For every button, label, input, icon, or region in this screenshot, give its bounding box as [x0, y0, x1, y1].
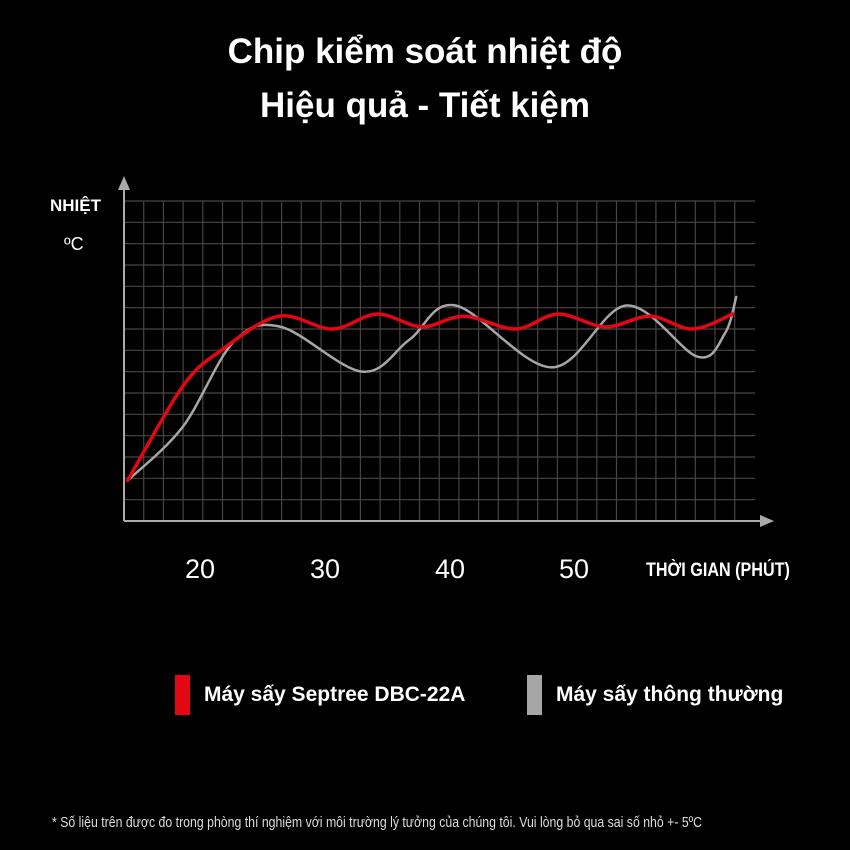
series-line-septree	[125, 312, 735, 483]
grid	[124, 200, 755, 521]
legend-item-septree: Máy sấy Septree DBC-22A	[175, 675, 465, 715]
y-axis-label: NHIỆT	[50, 196, 101, 215]
title-line-1: Chip kiểm soát nhiệt độ	[227, 32, 623, 71]
y-axis-unit: ºC	[64, 234, 84, 254]
legend-item-regular: Máy sấy thông thường	[527, 675, 783, 715]
legend-swatch-red	[175, 675, 190, 715]
axes	[118, 176, 774, 527]
title-line-2: Hiệu quả - Tiết kiệm	[260, 86, 590, 125]
y-axis-arrow	[118, 176, 130, 190]
series-line-regular	[126, 295, 738, 482]
x-tick-label: 40	[434, 554, 466, 584]
footnote: * Số liệu trên được đo trong phòng thí n…	[52, 814, 703, 831]
x-axis-label: THỜI GIAN (PHÚT)	[646, 560, 790, 581]
x-tick-label: 30	[309, 554, 341, 584]
x-tick-label: 20	[184, 554, 216, 584]
legend-swatch-gray	[527, 675, 542, 715]
x-tick-label: 50	[558, 554, 590, 584]
legend-label: Máy sấy Septree DBC-22A	[204, 683, 466, 706]
x-axis-arrow	[760, 515, 774, 527]
series-lines	[125, 295, 738, 483]
legend-label: Máy sấy thông thường	[556, 683, 784, 706]
